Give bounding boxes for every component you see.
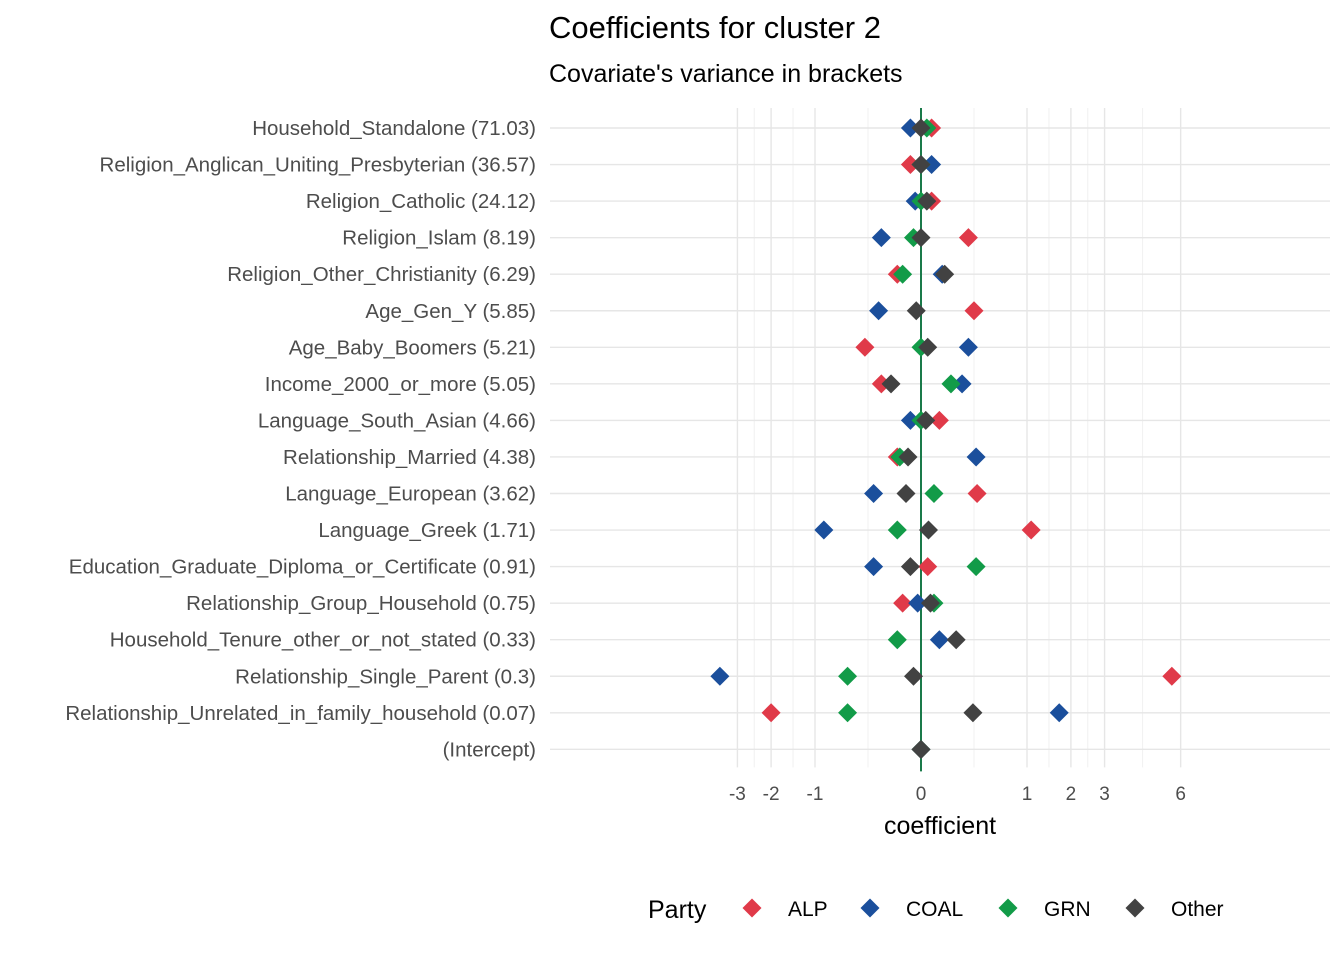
point-other bbox=[911, 228, 931, 248]
point-alp bbox=[929, 410, 949, 430]
point-coal bbox=[958, 337, 978, 357]
x-tick-label: -1 bbox=[807, 784, 824, 805]
x-tick-label: 6 bbox=[1175, 784, 1186, 805]
point-other bbox=[916, 410, 936, 430]
point-other bbox=[911, 739, 931, 759]
point-grn bbox=[924, 484, 944, 503]
minor-gridlines bbox=[753, 108, 1144, 768]
point-coal bbox=[922, 155, 942, 175]
x-tick-label: -2 bbox=[763, 784, 780, 805]
point-coal bbox=[900, 410, 920, 430]
y-axis-label: (Intercept) bbox=[443, 738, 536, 761]
legend-label-other: Other bbox=[1171, 898, 1224, 921]
point-grn bbox=[941, 374, 961, 394]
point-coal bbox=[869, 301, 889, 321]
point-coal bbox=[710, 666, 730, 686]
legend-label-coal: COAL bbox=[906, 898, 963, 921]
point-other bbox=[906, 301, 926, 321]
x-tick-label: -3 bbox=[729, 784, 746, 805]
point-other bbox=[896, 484, 916, 503]
legend-key-other bbox=[1125, 898, 1145, 918]
x-axis-title: coefficient bbox=[884, 812, 996, 840]
point-alp bbox=[871, 374, 891, 394]
point-other bbox=[918, 337, 938, 357]
y-axis-label: Language_Greek (1.71) bbox=[318, 519, 536, 542]
point-alp bbox=[893, 593, 913, 613]
point-other bbox=[911, 155, 931, 175]
y-axis-label: Relationship_Group_Household (0.75) bbox=[186, 592, 536, 615]
point-alp bbox=[1162, 666, 1182, 686]
point-other bbox=[935, 264, 955, 284]
chart-subtitle: Covariate's variance in brackets bbox=[549, 60, 903, 88]
y-axis-label: Household_Tenure_other_or_not_stated (0.… bbox=[110, 629, 536, 652]
point-alp bbox=[967, 484, 987, 503]
x-tick-label: 0 bbox=[916, 784, 927, 805]
point-other bbox=[918, 520, 938, 540]
y-axis-label: Language_South_Asian (4.66) bbox=[258, 409, 536, 432]
x-tick-label: 3 bbox=[1099, 784, 1110, 805]
legend-key-grn bbox=[998, 898, 1018, 918]
point-alp bbox=[761, 703, 781, 723]
point-grn bbox=[966, 557, 986, 577]
point-coal bbox=[1049, 703, 1069, 723]
x-tick-label: 1 bbox=[1022, 784, 1033, 805]
point-alp bbox=[958, 228, 978, 248]
chart-title: Coefficients for cluster 2 bbox=[549, 10, 881, 45]
y-axis-label: Religion_Anglican_Uniting_Presbyterian (… bbox=[100, 154, 536, 177]
point-coal bbox=[864, 484, 884, 503]
point-coal bbox=[908, 593, 928, 613]
point-coal bbox=[814, 520, 834, 540]
point-other bbox=[963, 703, 983, 723]
point-other bbox=[917, 191, 937, 211]
y-axis-label: Relationship_Married (4.38) bbox=[283, 446, 536, 469]
point-other bbox=[911, 118, 931, 138]
point-alp bbox=[900, 155, 920, 175]
y-axis-label: Household_Standalone (71.03) bbox=[252, 117, 536, 140]
data-points bbox=[710, 118, 1182, 759]
legend-label-grn: GRN bbox=[1044, 898, 1091, 921]
x-tick-label: 2 bbox=[1066, 784, 1077, 805]
legend: Party ALP COAL GRN Other bbox=[648, 896, 1224, 924]
point-other bbox=[920, 593, 940, 613]
y-axis-label: Language_European (3.62) bbox=[285, 483, 536, 506]
y-axis-label: Religion_Catholic (24.12) bbox=[306, 190, 536, 213]
point-coal bbox=[864, 557, 884, 577]
point-other bbox=[946, 630, 966, 650]
major-gridlines bbox=[550, 108, 1330, 768]
x-axis-tick-labels: -3 -2 -1 0 1 2 3 6 bbox=[729, 784, 1186, 805]
point-grn bbox=[887, 630, 907, 650]
point-coal bbox=[900, 118, 920, 138]
point-other bbox=[900, 557, 920, 577]
point-grn bbox=[838, 666, 858, 686]
y-axis-label: Age_Baby_Boomers (5.21) bbox=[289, 336, 536, 359]
legend-title: Party bbox=[648, 896, 707, 924]
legend-key-alp bbox=[742, 898, 762, 918]
y-axis-label: Relationship_Unrelated_in_family_househo… bbox=[65, 702, 536, 725]
y-axis-label: Education_Graduate_Diploma_or_Certificat… bbox=[69, 556, 536, 579]
y-axis-label: Religion_Islam (8.19) bbox=[342, 227, 536, 250]
point-other bbox=[881, 374, 901, 394]
point-alp bbox=[918, 557, 938, 577]
point-coal bbox=[952, 374, 972, 394]
point-other bbox=[904, 666, 924, 686]
point-grn bbox=[887, 520, 907, 540]
point-alp bbox=[964, 301, 984, 321]
point-alp bbox=[1021, 520, 1041, 540]
y-axis-label: Income_2000_or_more (5.05) bbox=[265, 373, 536, 396]
point-coal bbox=[929, 630, 949, 650]
point-grn bbox=[838, 703, 858, 723]
point-other bbox=[898, 447, 918, 467]
point-coal bbox=[871, 228, 891, 248]
point-coal bbox=[966, 447, 986, 467]
legend-key-coal bbox=[860, 898, 880, 918]
y-axis-label: Religion_Other_Christianity (6.29) bbox=[227, 263, 536, 286]
point-alp bbox=[855, 337, 875, 357]
legend-label-alp: ALP bbox=[788, 898, 828, 921]
y-axis-labels: Household_Standalone (71.03) Religion_Ang… bbox=[65, 117, 536, 761]
point-grn bbox=[893, 264, 913, 284]
y-axis-label: Relationship_Single_Parent (0.3) bbox=[235, 665, 536, 688]
y-axis-label: Age_Gen_Y (5.85) bbox=[365, 300, 536, 323]
